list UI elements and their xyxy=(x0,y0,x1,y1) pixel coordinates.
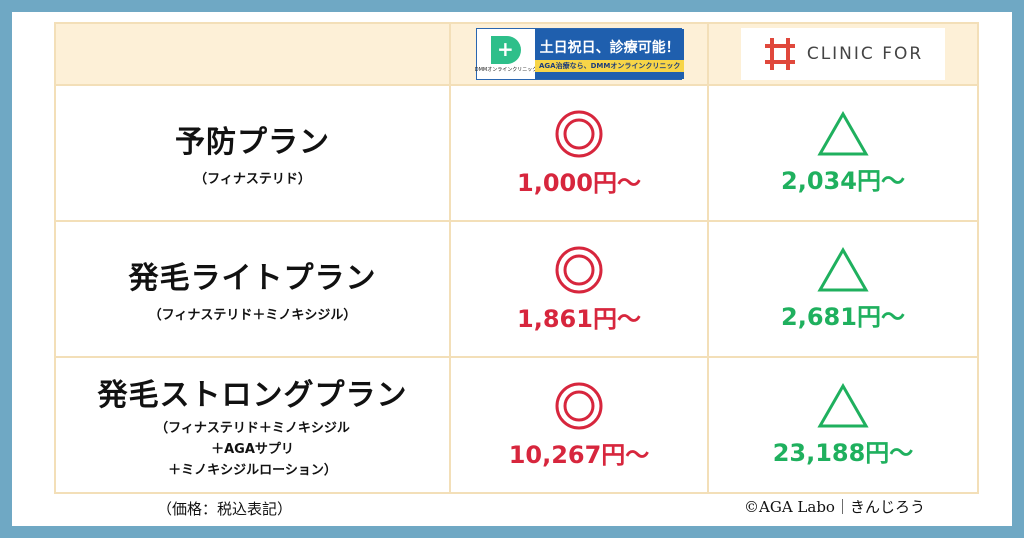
copyright-credit: ©AGA Labo｜きんじろう xyxy=(744,498,925,516)
comparison-card: DMMオンラインクリニック 土日祝日、診療可能！ AGA治療なら、DMMオンライ… xyxy=(12,12,1012,526)
clinic-for-price: 2,034円〜 xyxy=(781,166,905,195)
plan-label-cell: 発毛ライトプラン （フィナステリド＋ミノキシジル） xyxy=(54,220,451,358)
plan-row-strong: 発毛ストロングプラン （フィナステリド＋ミノキシジル ＋AGAサプリ ＋ミノキシ… xyxy=(54,356,979,494)
header-dmm-cell: DMMオンラインクリニック 土日祝日、診療可能！ AGA治療なら、DMMオンライ… xyxy=(449,22,709,86)
clinicfor-price-cell: 23,188円〜 xyxy=(707,356,979,494)
clinic-for-price: 2,681円〜 xyxy=(781,302,905,331)
dmm-price: 1,000円〜 xyxy=(517,168,641,197)
clinic-for-logo: CLINIC FOR xyxy=(741,28,945,80)
dmm-price-cell: 1,000円〜 xyxy=(449,84,709,222)
dmm-price: 10,267円〜 xyxy=(508,440,650,469)
plan-name: 発毛ライトプラン xyxy=(128,260,377,296)
dmm-brand: DMMオンラインクリニック xyxy=(474,66,538,73)
header-clinicfor-cell: CLINIC FOR xyxy=(707,22,979,86)
plan-name: 発毛ストロングプラン xyxy=(97,377,408,413)
tax-note: （価格：税込表記） xyxy=(157,500,293,518)
clinic-for-cross-icon xyxy=(764,38,795,70)
clinicfor-price-cell: 2,681円〜 xyxy=(707,220,979,358)
triangle-icon xyxy=(817,382,869,427)
triangle-icon xyxy=(817,110,869,155)
double-circle-icon xyxy=(555,382,603,429)
clinicfor-price-cell: 2,034円〜 xyxy=(707,84,979,222)
dmm-tagline: AGA治療なら、DMMオンラインクリニック xyxy=(535,59,685,72)
plan-ingredients: （フィナステリド＋ミノキシジル ＋AGAサプリ ＋ミノキシジルローション） xyxy=(155,420,350,478)
dmm-price: 1,861円〜 xyxy=(517,304,641,333)
dmm-price-cell: 1,861円〜 xyxy=(449,220,709,358)
header-empty-cell xyxy=(54,22,451,86)
double-circle-icon xyxy=(555,110,603,157)
dmm-logo: DMMオンラインクリニック 土日祝日、診療可能！ AGA治療なら、DMMオンライ… xyxy=(474,28,685,80)
plan-row-light: 発毛ライトプラン （フィナステリド＋ミノキシジル） 1,861円〜 2,681円… xyxy=(54,220,979,358)
dmm-price-cell: 10,267円〜 xyxy=(449,356,709,494)
double-circle-icon xyxy=(555,246,603,293)
clinic-for-name: CLINIC FOR xyxy=(806,44,924,64)
plan-label-cell: 発毛ストロングプラン （フィナステリド＋ミノキシジル ＋AGAサプリ ＋ミノキシ… xyxy=(54,356,451,494)
dmm-headline: 土日祝日、診療可能！ xyxy=(539,39,680,56)
comparison-table: DMMオンラインクリニック 土日祝日、診療可能！ AGA治療なら、DMMオンライ… xyxy=(54,22,979,494)
header-row: DMMオンラインクリニック 土日祝日、診療可能！ AGA治療なら、DMMオンライ… xyxy=(54,22,979,86)
plan-name: 予防プラン xyxy=(175,124,330,160)
clinic-for-price: 23,188円〜 xyxy=(772,438,914,467)
plan-row-prevention: 予防プラン （フィナステリド） 1,000円〜 2,034円〜 xyxy=(54,84,979,222)
plan-ingredients: （フィナステリド） xyxy=(194,171,311,187)
triangle-icon xyxy=(817,246,869,291)
plan-label-cell: 予防プラン （フィナステリド） xyxy=(54,84,451,222)
dmm-cross-icon xyxy=(491,35,521,64)
plan-ingredients: （フィナステリド＋ミノキシジル） xyxy=(148,307,357,323)
